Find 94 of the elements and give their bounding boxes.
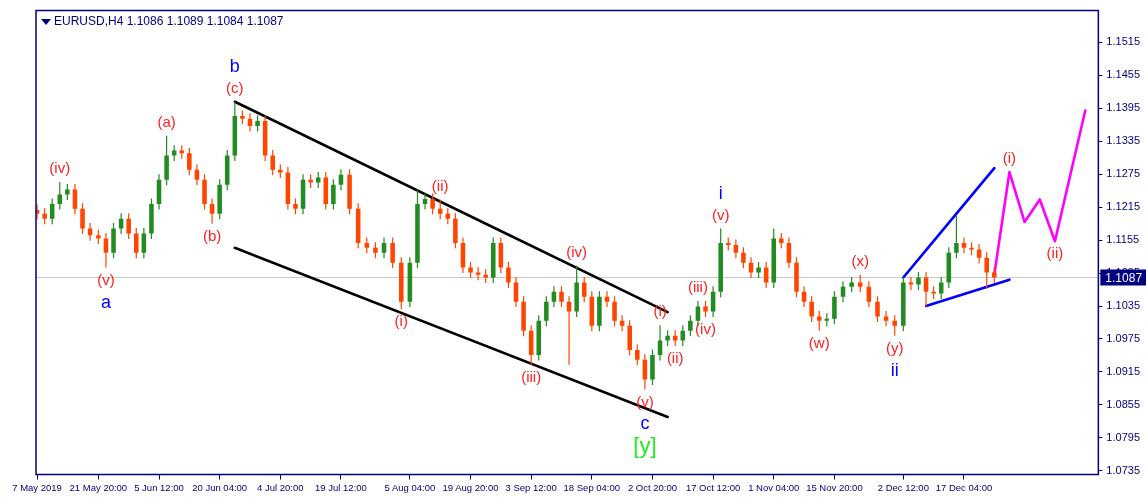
candlestick	[892, 314, 897, 337]
candlestick	[832, 290, 837, 325]
y-tick-label: 1.1455	[1106, 68, 1141, 81]
candlestick	[187, 147, 192, 176]
x-tick-label: 5 Aug 04:00	[384, 481, 436, 493]
annotation: (v)	[711, 205, 730, 223]
ref-line-label: 1.1087	[1105, 270, 1143, 285]
x-tick-label: 2 Oct 20:00	[627, 481, 678, 493]
y-tick-label: 1.0795	[1106, 430, 1141, 443]
annotation: i	[718, 182, 723, 203]
annotation: (v)	[97, 270, 115, 288]
candlestick	[270, 149, 275, 176]
x-tick-label: 17 Dec 04:00	[935, 481, 993, 493]
annotation: (ii)	[666, 349, 684, 367]
x-tick-label: 1 Nov 04:00	[748, 481, 800, 493]
x-tick-label: 17 Oct 12:00	[685, 481, 741, 493]
y-tick-label: 1.1155	[1106, 233, 1140, 246]
candlestick	[875, 295, 880, 323]
candlestick	[866, 280, 872, 308]
annotation: (v)	[636, 392, 654, 410]
candlestick	[103, 232, 109, 269]
x-tick-label: 4 Jul 20:00	[257, 481, 304, 493]
candlestick	[984, 251, 989, 290]
candlestick	[976, 243, 982, 264]
candlestick	[612, 295, 617, 327]
candlestick	[559, 285, 564, 308]
candlestick	[619, 314, 625, 332]
x-tick-label: 19 Aug 20:00	[442, 481, 499, 493]
candlestick	[923, 271, 929, 308]
y-tick-label: 1.0735	[1106, 463, 1141, 476]
annotation: c	[640, 413, 650, 434]
candlestick	[513, 276, 519, 308]
annotation: (ii)	[431, 176, 449, 194]
x-tick-label: 20 Jun 04:00	[192, 481, 248, 493]
candlestick	[126, 212, 131, 240]
candlestick	[581, 276, 587, 303]
x-tick-label: 3 Sep 12:00	[505, 481, 557, 493]
candlestick	[390, 236, 395, 269]
candlestick	[916, 271, 921, 291]
candlestick	[80, 202, 85, 235]
annotation: (b)	[202, 226, 222, 244]
x-tick-label: 15 Nov 20:00	[806, 481, 863, 493]
y-tick-label: 1.0975	[1106, 332, 1141, 344]
candlestick	[908, 276, 914, 291]
y-tick-label: 1.1275	[1106, 167, 1141, 180]
candlestick	[809, 295, 814, 323]
x-tick-label: 21 May 20:00	[69, 481, 128, 493]
candlestick	[635, 343, 640, 366]
candlestick	[954, 215, 959, 259]
annotation: (i)	[1002, 149, 1017, 167]
annotation: (iv)	[49, 159, 71, 177]
annotation: (ii)	[1046, 244, 1064, 262]
candlestick	[49, 197, 55, 225]
candlestick	[733, 238, 739, 259]
annotation: (iv)	[566, 242, 588, 260]
candlestick	[430, 192, 435, 215]
y-tick-label: 1.1335	[1106, 134, 1141, 147]
annotation: a	[100, 291, 112, 312]
x-tick-label: 5 Jun 12:00	[134, 481, 184, 493]
y-tick-label: 1.1395	[1106, 101, 1141, 114]
candlestick	[506, 261, 511, 289]
y-tick-label: 1.0855	[1106, 397, 1141, 410]
annotation: (w)	[808, 333, 830, 351]
candlestick	[544, 295, 549, 327]
y-tick-label: 1.1215	[1106, 200, 1141, 213]
candlestick	[883, 310, 889, 327]
chart-title: EURUSD,H4 1.1086 1.1089 1.1084 1.1087	[54, 13, 284, 28]
candlestick	[961, 236, 967, 254]
y-tick-label: 1.1035	[1106, 299, 1141, 312]
annotation: (x)	[851, 251, 869, 269]
y-tick-label: 1.1515	[1106, 35, 1141, 48]
annotation: (iii)	[521, 367, 542, 385]
annotation: b	[229, 55, 240, 76]
annotation: (i)	[394, 312, 408, 330]
x-tick-label: 7 May 2019	[12, 481, 62, 493]
annotation: (a)	[157, 112, 176, 130]
candlestick	[604, 290, 610, 308]
x-tick-label: 18 Sep 04:00	[563, 481, 621, 493]
x-tick-label: 2 Dec 12:00	[877, 481, 929, 493]
candlestick	[816, 310, 822, 332]
x-tick-label: 19 Jul 12:00	[315, 481, 367, 493]
annotation: [y]	[633, 432, 657, 458]
candlestick	[741, 246, 746, 269]
candlestick	[422, 192, 428, 210]
annotation: (iii)	[687, 278, 708, 296]
annotation: (c)	[226, 78, 244, 96]
candlestick	[134, 227, 139, 259]
annotation: (y)	[885, 338, 904, 356]
candlestick	[331, 178, 336, 210]
candlestick	[437, 198, 443, 220]
annotation: (iv)	[695, 320, 716, 338]
y-tick-label: 1.0915	[1106, 364, 1141, 377]
candlestick	[688, 314, 693, 337]
annotation: ii	[890, 359, 899, 380]
